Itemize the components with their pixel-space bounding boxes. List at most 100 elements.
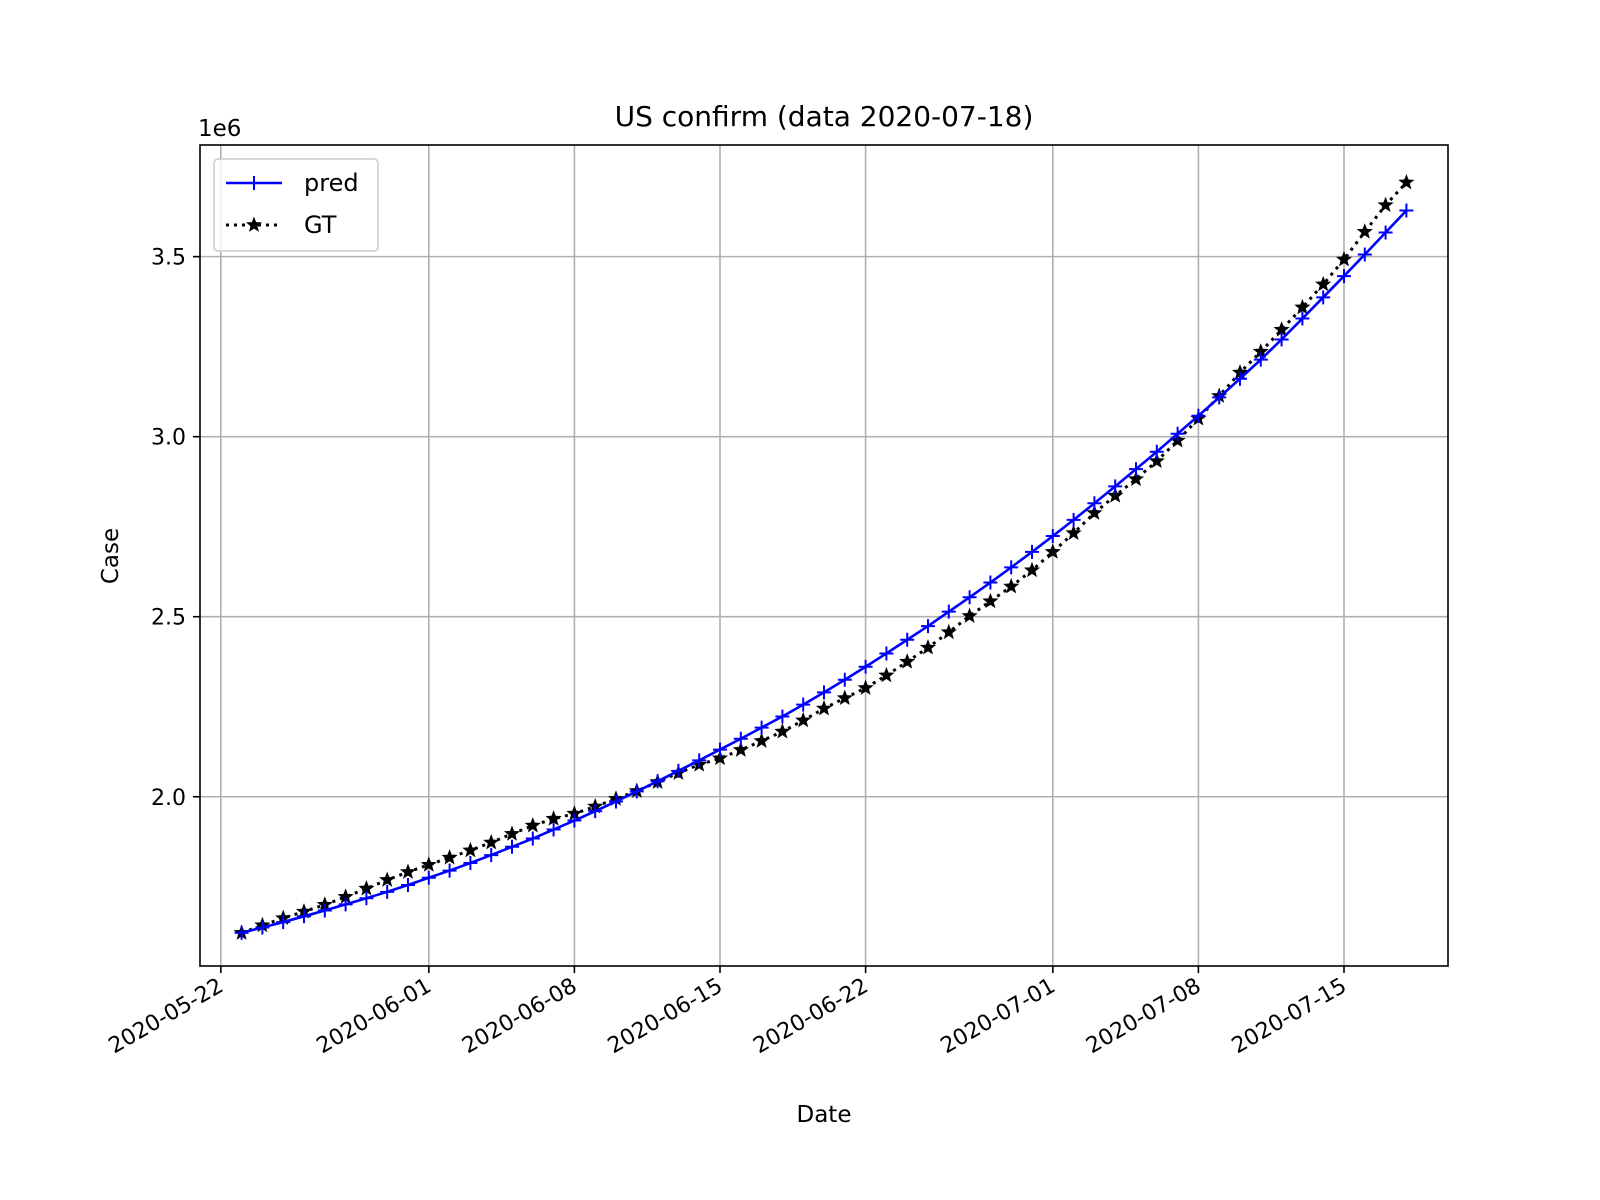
data-point-pred	[1045, 529, 1060, 544]
data-point-gt	[1398, 173, 1415, 190]
data-point-pred	[962, 590, 977, 605]
data-point-pred	[1087, 496, 1102, 511]
data-point-gt	[711, 749, 729, 766]
y-offset-label: 1e6	[198, 116, 241, 142]
data-point-gt	[483, 833, 500, 850]
data-point-gt	[503, 825, 521, 841]
data-point-pred	[900, 632, 915, 647]
data-point-pred	[796, 697, 811, 712]
data-point-pred	[1378, 225, 1393, 240]
data-point-pred	[941, 604, 956, 619]
data-point-pred	[1170, 426, 1185, 441]
data-point-pred	[629, 784, 644, 799]
data-point-gt	[462, 841, 479, 858]
data-point-pred	[879, 646, 894, 661]
data-point-gt	[899, 653, 916, 669]
data-point-gt	[1003, 577, 1020, 594]
data-point-gt	[420, 856, 437, 872]
data-point-pred	[733, 731, 748, 746]
data-point-pred	[1191, 408, 1206, 423]
data-point-gt	[753, 732, 770, 748]
data-point-pred	[546, 822, 561, 837]
legend-pred-label: pred	[304, 169, 359, 197]
data-point-gt	[566, 805, 583, 821]
y-axis-label: Case	[98, 528, 124, 584]
data-point-gt	[1273, 321, 1290, 337]
data-point-pred	[1004, 560, 1019, 575]
x-axis-label: Date	[797, 1102, 852, 1128]
data-point-pred	[754, 720, 769, 735]
data-point-pred	[817, 685, 831, 700]
data-point-gt	[1377, 196, 1394, 213]
legend-pred-marker	[247, 176, 261, 190]
data-point-gt	[358, 880, 375, 896]
data-point-pred	[1212, 390, 1227, 405]
data-point-gt	[399, 863, 417, 879]
data-point-gt	[337, 888, 354, 904]
data-point-pred	[276, 915, 291, 930]
data-point-gt	[1127, 470, 1145, 487]
data-point-pred	[1129, 462, 1143, 477]
legend-gt-label: GT	[304, 211, 337, 239]
series-pred	[234, 203, 1414, 940]
data-point-gt	[1086, 504, 1103, 520]
data-point-pred	[1066, 512, 1081, 527]
y-tick-label: 2.0	[151, 786, 186, 811]
y-tick-label: 3.5	[151, 246, 186, 271]
data-point-pred	[1108, 479, 1123, 494]
data-point-gt	[857, 679, 874, 695]
data-point-gt	[982, 592, 999, 609]
legend: pred GT	[213, 158, 379, 252]
data-point-pred	[1025, 544, 1039, 559]
data-point-pred	[671, 763, 686, 778]
y-tick-label: 2.5	[151, 606, 186, 631]
data-point-gt	[379, 871, 396, 887]
data-point-pred	[463, 856, 478, 871]
data-point-gt	[795, 711, 812, 728]
data-point-gt	[919, 639, 937, 655]
data-point-pred	[983, 575, 998, 590]
data-point-gt	[1044, 543, 1061, 559]
data-point-pred	[1295, 311, 1310, 326]
data-point-gt	[1252, 343, 1269, 359]
data-point-pred	[297, 909, 311, 924]
data-point-gt	[524, 817, 541, 833]
data-point-pred	[921, 619, 935, 634]
data-point-gt	[1294, 298, 1311, 315]
data-point-pred	[1253, 352, 1268, 367]
data-point-pred	[484, 848, 499, 863]
data-point-gt	[878, 666, 895, 683]
data-point-gt	[1107, 487, 1124, 503]
data-point-pred	[588, 804, 603, 819]
data-point-pred	[442, 863, 457, 878]
data-point-pred	[1399, 203, 1414, 218]
data-point-pred	[338, 897, 353, 912]
data-point-pred	[650, 774, 665, 789]
data-point-pred	[1357, 247, 1372, 262]
data-point-pred	[858, 659, 873, 674]
data-point-gt	[1356, 223, 1373, 239]
data-point-pred	[234, 925, 249, 940]
data-point-pred	[401, 877, 415, 892]
data-point-gt	[441, 849, 458, 865]
data-point-pred	[525, 831, 540, 846]
data-point-pred	[1233, 371, 1247, 386]
data-point-pred	[317, 903, 332, 918]
data-point-gt	[1065, 524, 1082, 541]
data-point-pred	[421, 870, 436, 885]
data-point-gt	[815, 700, 833, 716]
data-point-pred	[255, 920, 270, 935]
data-point-pred	[775, 709, 790, 724]
chart-title: US confirm (data 2020-07-18)	[615, 100, 1034, 133]
plot-series	[233, 173, 1415, 940]
data-point-pred	[1274, 332, 1289, 347]
data-point-gt	[545, 810, 562, 826]
data-point-pred	[837, 672, 852, 687]
data-point-pred	[359, 891, 374, 906]
data-point-pred	[692, 753, 707, 768]
data-point-gt	[1148, 452, 1165, 469]
data-point-gt	[1315, 275, 1332, 292]
data-point-gt	[1335, 251, 1353, 267]
data-point-gt	[774, 723, 791, 739]
